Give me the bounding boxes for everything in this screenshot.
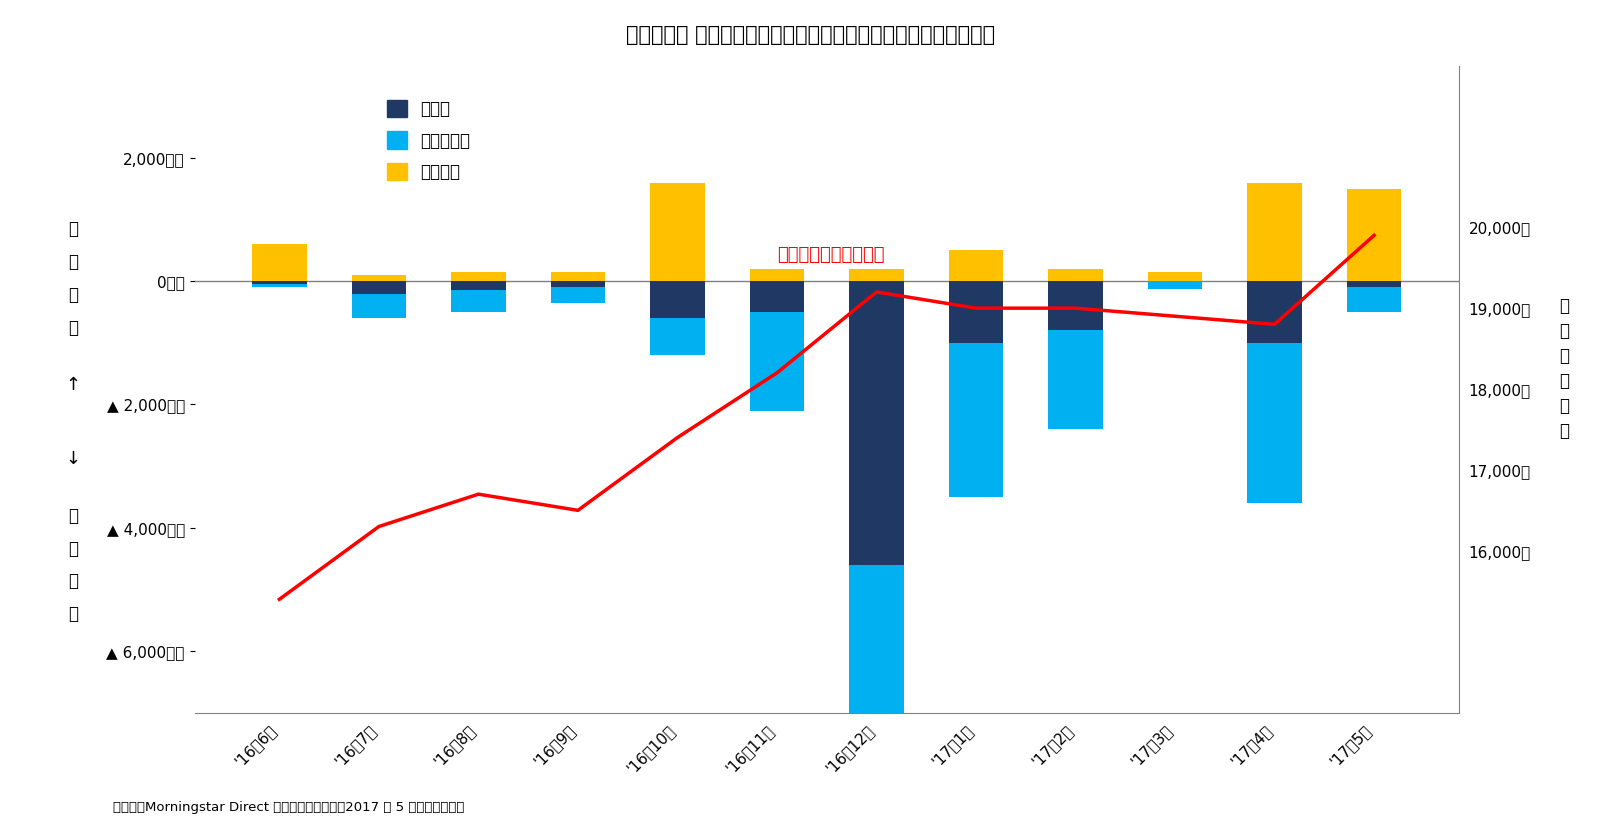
Text: 入: 入 <box>68 319 78 337</box>
Text: 資: 資 <box>68 220 78 238</box>
Text: ↓: ↓ <box>65 450 81 468</box>
Text: 【図表２】 国内株式ファンドの資金流出入と日経平均株価の推移: 【図表２】 国内株式ファンドの資金流出入と日経平均株価の推移 <box>626 25 995 44</box>
Bar <box>251 281 306 284</box>
Bar <box>1148 276 1203 288</box>
Bar <box>849 281 905 564</box>
Bar <box>1247 343 1302 503</box>
Bar <box>1148 272 1203 281</box>
Text: 流: 流 <box>68 286 78 304</box>
Bar <box>1049 269 1102 281</box>
Bar <box>451 281 506 291</box>
Bar <box>650 281 705 318</box>
Bar <box>451 291 506 312</box>
Bar <box>948 343 1003 497</box>
Bar <box>1247 183 1302 281</box>
Bar <box>948 251 1003 281</box>
Text: 日
経
平
均
株
価: 日 経 平 均 株 価 <box>1559 297 1569 440</box>
Bar <box>948 281 1003 343</box>
Bar <box>849 564 905 719</box>
Bar <box>650 183 705 281</box>
Bar <box>352 281 407 293</box>
Bar <box>551 281 605 287</box>
Bar <box>352 275 407 281</box>
Text: （資料）Morningstar Direct を用いて筆者集計。2017 年 5 月のみ推計値。: （資料）Morningstar Direct を用いて筆者集計。2017 年 5… <box>113 801 465 814</box>
Text: 金: 金 <box>68 253 78 271</box>
Text: 日経平均株価（右軸）: 日経平均株価（右軸） <box>776 246 885 264</box>
Bar <box>251 244 306 281</box>
Bar <box>650 318 705 355</box>
Bar <box>251 284 306 287</box>
Bar <box>749 281 804 312</box>
Bar <box>749 269 804 281</box>
Bar <box>551 287 605 303</box>
Text: 出: 出 <box>68 605 78 623</box>
Bar <box>749 312 804 410</box>
Bar <box>1347 281 1402 287</box>
Text: ↑: ↑ <box>65 376 81 394</box>
Bar <box>1049 331 1102 429</box>
Bar <box>352 293 407 318</box>
Text: 金: 金 <box>68 540 78 558</box>
Bar <box>1347 287 1402 312</box>
Bar <box>1347 188 1402 281</box>
Bar <box>551 272 605 281</box>
Legend: その他, アクティブ, パッシブ: その他, アクティブ, パッシブ <box>379 93 477 188</box>
Text: 資: 資 <box>68 507 78 525</box>
Bar <box>1049 281 1102 331</box>
Bar <box>451 272 506 281</box>
Bar <box>849 269 905 281</box>
Bar <box>1247 281 1302 343</box>
Bar <box>1148 276 1203 281</box>
Text: 流: 流 <box>68 572 78 590</box>
